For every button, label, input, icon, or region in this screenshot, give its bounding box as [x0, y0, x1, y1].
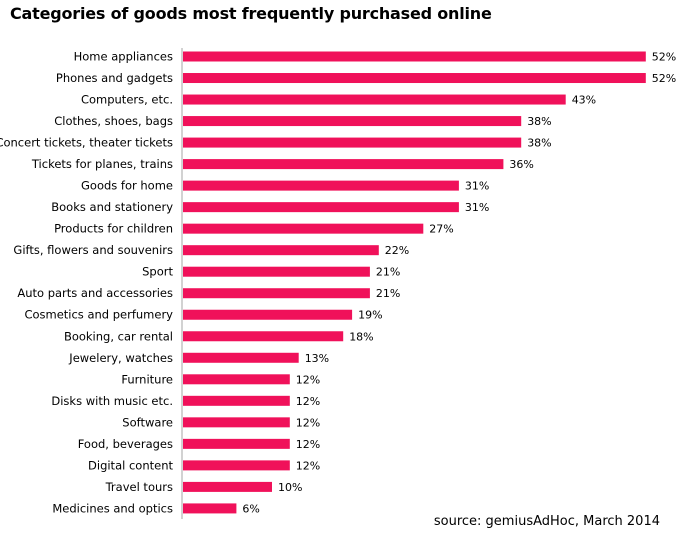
- category-label: Food, beverages: [78, 437, 173, 451]
- bar: [183, 245, 379, 256]
- value-label: 18%: [349, 330, 373, 343]
- category-label: Clothes, shoes, bags: [54, 114, 173, 128]
- value-label: 12%: [296, 373, 320, 386]
- source-note: source: gemiusAdHoc, March 2014: [433, 514, 660, 529]
- category-label: Jewelery, watches: [68, 351, 173, 365]
- category-label: Sport: [142, 265, 173, 279]
- category-label: Travel tours: [105, 480, 173, 494]
- category-label: Home appliances: [74, 50, 173, 64]
- bar: [183, 51, 646, 62]
- bar: [183, 417, 290, 428]
- value-label: 12%: [296, 438, 320, 451]
- bar: [183, 202, 459, 213]
- value-label: 38%: [527, 137, 551, 150]
- bars-group: Home appliances 52% Phones and gadgets 52% C…: [0, 50, 676, 516]
- bar: [183, 503, 237, 514]
- value-label: 19%: [358, 309, 382, 322]
- value-label: 38%: [527, 115, 551, 128]
- bar: [183, 73, 646, 84]
- category-label: Phones and gadgets: [56, 71, 173, 85]
- bar: [183, 374, 290, 385]
- value-label: 27%: [429, 223, 453, 236]
- value-label: 36%: [509, 158, 533, 171]
- bar: [183, 94, 566, 105]
- value-label: 21%: [376, 287, 400, 300]
- category-label: Books and stationery: [51, 200, 173, 214]
- bar: [183, 180, 459, 191]
- bar: [183, 460, 290, 471]
- category-label: Cosmetics and perfumery: [24, 308, 173, 322]
- value-label: 21%: [376, 266, 400, 279]
- bar: [183, 352, 299, 363]
- bar: [183, 116, 522, 127]
- value-label: 12%: [296, 395, 320, 408]
- value-label: 6%: [242, 502, 259, 515]
- value-label: 13%: [305, 352, 329, 365]
- value-label: 12%: [296, 459, 320, 472]
- category-label: Computers, etc.: [81, 93, 173, 107]
- bar: [183, 395, 290, 406]
- value-label: 31%: [465, 201, 489, 214]
- bar: [183, 309, 353, 320]
- category-label: Auto parts and accessories: [17, 286, 173, 300]
- category-label: Medicines and optics: [52, 501, 173, 515]
- category-label: Gifts, flowers and souvenirs: [13, 243, 173, 257]
- category-label: Concert tickets, theater tickets: [0, 136, 173, 150]
- bar: [183, 438, 290, 449]
- category-label: Products for children: [54, 222, 173, 236]
- value-label: 52%: [652, 51, 676, 64]
- bar: [183, 331, 344, 342]
- category-label: Furniture: [121, 372, 173, 386]
- bar: [183, 159, 504, 170]
- bar: [183, 223, 424, 234]
- category-label: Disks with music etc.: [51, 394, 173, 408]
- value-label: 10%: [278, 481, 302, 494]
- category-label: Goods for home: [81, 179, 173, 193]
- category-label: Booking, car rental: [64, 329, 173, 343]
- category-label: Digital content: [88, 458, 173, 472]
- category-label: Software: [122, 415, 173, 429]
- value-label: 22%: [385, 244, 409, 257]
- bar: [183, 288, 370, 299]
- value-label: 43%: [572, 94, 596, 107]
- bar: [183, 481, 272, 492]
- bar: [183, 137, 522, 148]
- value-label: 31%: [465, 180, 489, 193]
- category-label: Tickets for planes, trains: [31, 157, 173, 171]
- value-label: 52%: [652, 72, 676, 85]
- value-label: 12%: [296, 416, 320, 429]
- bar: [183, 266, 370, 277]
- chart-title: Categories of goods most frequently purc…: [10, 4, 492, 23]
